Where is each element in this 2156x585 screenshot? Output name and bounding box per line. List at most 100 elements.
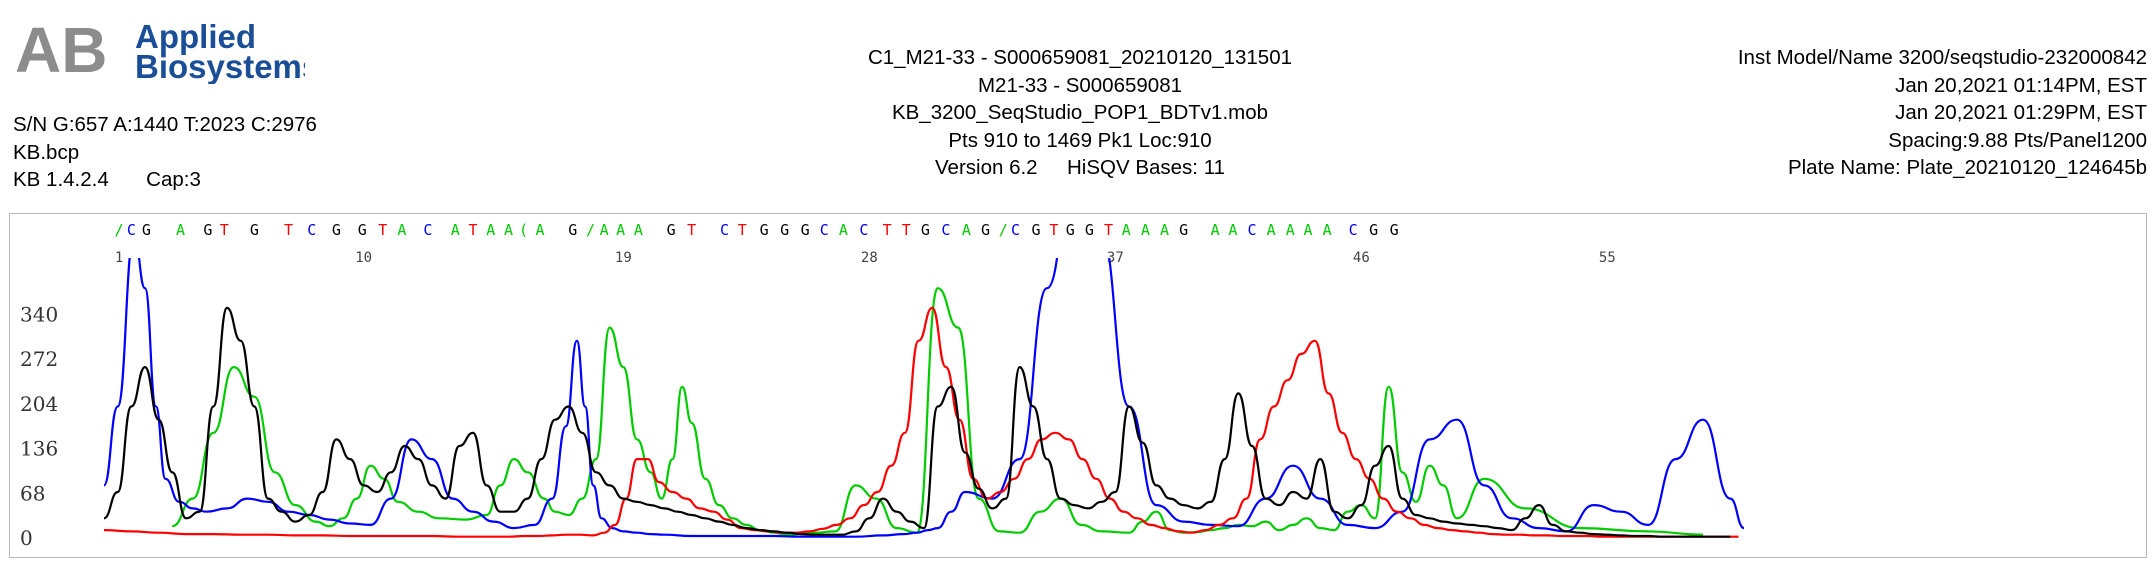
base-call: T [902,221,911,239]
base-call: C [1247,221,1256,239]
base-call: G [332,221,341,239]
logo-mark: AB [15,14,107,84]
basecaller-version: KB 1.4.2.4 [13,168,109,191]
base-call: A [1323,221,1332,239]
base-call: / [586,221,595,239]
software-version: Version 6.2 [935,156,1038,179]
spacing-info: Spacing:9.88 Pts/Panel1200 [1888,128,2147,152]
base-position-label: 28 [861,250,878,266]
base-call: A [962,221,971,239]
base-call: A [451,221,460,239]
mobility-file: KB_3200_SeqStudio_POP1_BDTv1.mob [891,101,1269,124]
trace-C [102,258,1745,538]
base-call: A [535,221,544,239]
sample-info-left: S/N G:657 A:1440 T:2023 C:2976 KB.bcp KB… [13,111,317,194]
base-call: T [738,221,747,239]
base-call: A [1228,221,1237,239]
base-call: G [1066,221,1075,239]
base-call: G [801,221,810,239]
base-call: G [203,221,212,239]
base-call: C [720,221,729,239]
y-tick-label: 204 [20,392,58,416]
points-range: Pts 910 to 1469 Pk1 Loc:910 [948,128,1212,152]
y-axis-ticks: 0 68 136 204 272 340 [20,303,58,551]
base-position-label: 46 [1353,250,1370,266]
base-position-label: 10 [355,250,372,266]
base-call: T [378,221,387,239]
base-call: G [358,221,367,239]
basecaller-file: KB.bcp [13,140,80,164]
base-call: A [1122,221,1131,239]
base-call: C [1349,221,1358,239]
base-call: A [634,221,643,239]
sample-info-center: C1_M21-33 - S000659081_20210120_131501 M… [820,44,1340,182]
base-call: A [1160,221,1169,239]
base-call: C [423,221,432,239]
chromatogram-panel [9,213,2147,558]
trace-lines [102,258,1745,538]
base-call: C [859,221,868,239]
base-call: G [760,221,769,239]
base-call: G [780,221,789,239]
base-call: C [307,221,316,239]
base-call: A [839,221,848,239]
base-call: T [284,221,293,239]
base-call: A [600,221,609,239]
base-call: T [1104,221,1113,239]
base-position-label: 37 [1107,250,1124,266]
base-call: C [127,221,136,239]
plate-name: Plate Name: Plate_20210120_124645b [1787,156,2147,179]
base-call: A [1304,221,1313,239]
base-call: G [1085,221,1094,239]
base-call: G [921,221,930,239]
base-call: A [1141,221,1150,239]
basecaller-version-row: KB 1.4.2.4 Cap:3 [13,166,317,194]
base-call: G [1390,221,1399,239]
base-call: A [486,221,495,239]
base-position-label: 55 [1599,250,1616,266]
base-call: G [142,221,151,239]
sample-info-right: Inst Model/Name 3200/seqstudio-232000842… [1738,44,2147,182]
base-call: C [820,221,829,239]
base-call: T [468,221,477,239]
base-call: A [1267,221,1276,239]
base-call: G [568,221,577,239]
base-call: T [687,221,696,239]
trace-G [103,306,1731,538]
trace-T [103,306,1739,538]
y-tick-label: 136 [20,437,58,461]
base-call: G [1179,221,1188,239]
base-call: C [1011,221,1020,239]
sample-name: M21-33 - S000659081 [977,73,1182,97]
base-call: ( [519,221,528,239]
electropherogram: / C G A G T G T C G G T A C A T A A(A G / A A A G T C T G G G C A C T T G C A… [20,221,1745,551]
y-tick-label: 0 [20,526,33,550]
base-call: A [176,221,185,239]
instrument-name: Inst Model/Name 3200/seqstudio-232000842 [1737,46,2147,69]
base-call: G [250,221,259,239]
logo-line1: Applied [135,18,256,55]
y-tick-label: 272 [20,347,58,371]
base-call: G [981,221,990,239]
base-call: G [667,221,676,239]
version-row: Version 6.2 HiSQV Bases: 11 [820,154,1340,182]
base-call: / [115,221,124,239]
base-position-row: 1 10 19 28 37 46 55 [115,250,1616,266]
sample-file-name: C1_M21-33 - S000659081_20210120_131501 [867,46,1293,69]
trace-A [171,287,1704,536]
base-call: G [1032,221,1041,239]
logo-line2: Biosystems [135,48,305,84]
hisqv-bases: HiSQV Bases: 11 [1066,156,1225,179]
base-position-label: 1 [115,250,123,266]
base-call: A [397,221,406,239]
run-start-time: Jan 20,2021 01:14PM, EST [1895,73,2147,97]
base-call-row: / C G A G T G T C G G T A C A T A A(A G / A A A G T C T G G G C A C T T G C A… [115,221,1399,239]
base-call: / [999,221,1008,239]
base-call: A [1286,221,1295,239]
base-call: A [616,221,625,239]
base-call: C [941,221,950,239]
y-tick-label: 68 [20,481,45,505]
y-tick-label: 340 [20,303,58,327]
base-call: A [504,221,513,239]
base-call: A [1211,221,1220,239]
